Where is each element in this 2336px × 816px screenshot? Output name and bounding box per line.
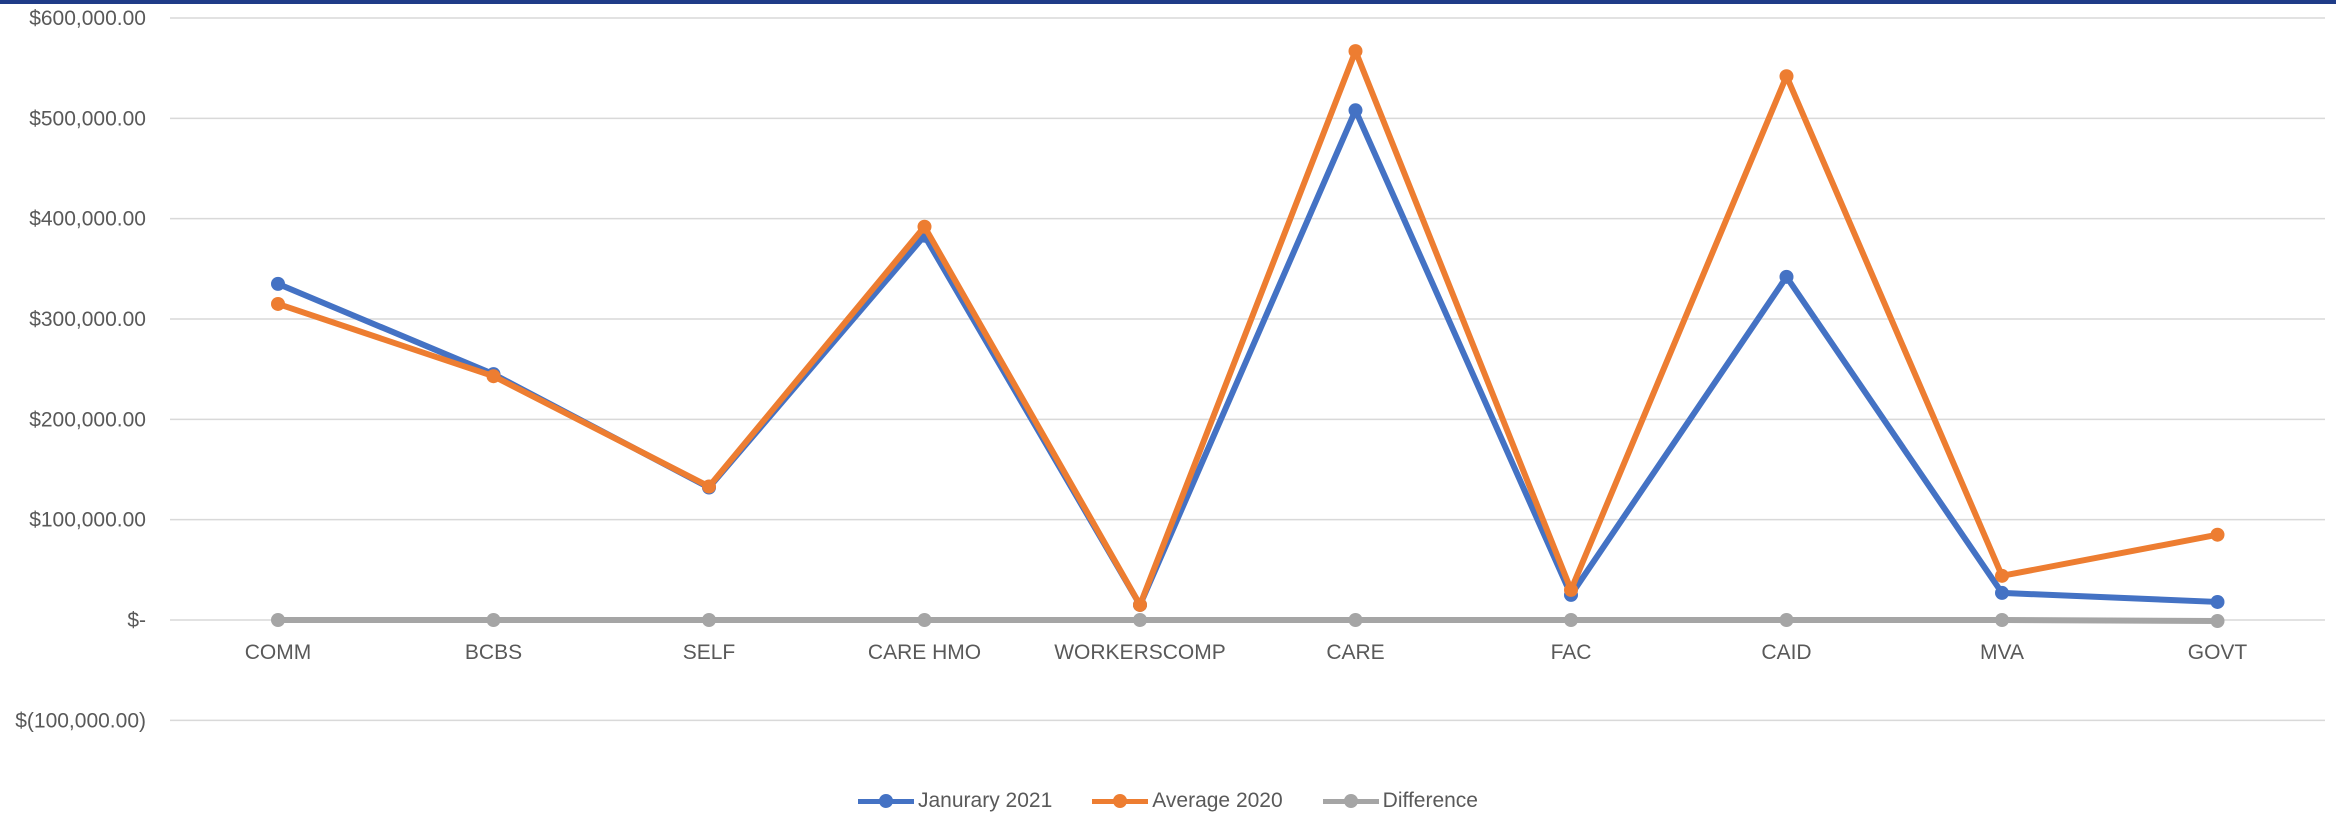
x-tick-label: CARE HMO [868,641,981,664]
y-tick-label: $400,000.00 [29,208,146,231]
legend-label: Difference [1382,789,1478,812]
gridlines [170,17,2325,722]
series-line [275,617,2221,625]
data-point [2210,527,2225,542]
legend-entry: Difference [1322,789,1478,813]
y-tick-label: $(100,000.00) [15,709,146,732]
data-point [1995,613,2009,627]
data-point [1348,103,1363,118]
data-point [1564,613,1578,627]
y-tick-label: $- [127,609,146,632]
x-tick-label: CARE [1326,641,1384,664]
y-tick-label: $600,000.00 [29,7,146,30]
series-janurary-2021 [271,103,2225,612]
legend-label: Average 2020 [1152,789,1283,812]
y-tick-label: $300,000.00 [29,308,146,331]
legend-swatch [1092,791,1149,811]
data-point [917,219,932,234]
data-point [1133,597,1147,612]
data-point [486,369,501,384]
data-point [1995,585,2009,600]
x-tick-label: FAC [1551,641,1592,664]
data-point [1995,568,2009,583]
data-point [1564,582,1578,597]
y-tick-label: $500,000.00 [29,107,146,130]
x-tick-label: COMM [245,641,312,664]
data-point [271,613,285,627]
y-tick-label: $100,000.00 [29,509,146,532]
x-tick-label: MVA [1980,641,2024,664]
legend-entry: Janurary 2021 [858,789,1052,813]
data-point [1779,269,1794,284]
top-accent-bar [0,0,2336,4]
data-point [702,613,716,627]
x-tick-label: CAID [1761,641,1811,664]
y-tick-label: $200,000.00 [29,408,146,431]
chart-legend: Janurary 2021 Average 2020 Difference [0,786,2336,816]
legend-label: Janurary 2021 [918,789,1053,812]
data-point [702,479,716,494]
x-tick-label: SELF [683,641,736,664]
data-point [1779,69,1794,84]
x-tick-label: BCBS [465,641,522,664]
data-point [917,613,932,627]
x-tick-label: WORKERSCOMP [1054,641,1226,664]
data-point [1779,613,1794,627]
data-point [1348,44,1363,59]
y-axis-tick-labels: $600,000.00 $500,000.00 $400,000.00 $300,00… [15,7,146,732]
data-point [2210,614,2225,629]
data-point [2210,594,2225,609]
data-point [1348,613,1363,627]
series-average-2020 [271,44,2225,612]
data-point [271,276,285,291]
data-point [486,613,501,627]
x-tick-label: GOVT [2188,641,2248,664]
series-line [275,48,2221,608]
data-point [1133,613,1147,627]
series-lines [271,44,2225,629]
x-axis-tick-labels: COMM BCBS SELF CARE HMO WORKERSCOMP CARE FAC CA… [245,641,2248,664]
legend-swatch [858,791,914,811]
data-point [271,296,285,311]
series-line [275,107,2221,608]
series-difference [271,613,2225,629]
legend-swatch [1322,791,1379,811]
legend-entry: Average 2020 [1092,789,1283,813]
